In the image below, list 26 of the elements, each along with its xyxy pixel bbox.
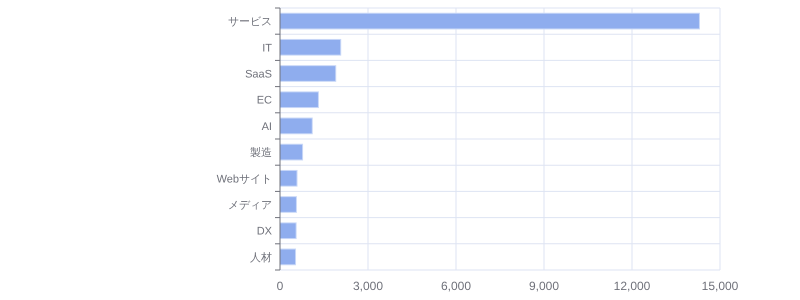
bar [280, 91, 319, 108]
bar [280, 144, 304, 160]
y-tick-label: Webサイト [216, 173, 272, 186]
y-tick-label: 人材 [250, 250, 272, 264]
bar [280, 196, 297, 213]
y-tick-label: SaaS [245, 68, 272, 80]
bar [280, 222, 297, 240]
bar [280, 170, 298, 187]
x-tick-label: 6,000 [440, 279, 472, 293]
bar [280, 38, 342, 56]
y-tick-label: サービス [228, 16, 272, 28]
x-tick-label: 0 [276, 279, 284, 293]
x-tick-label: 3,000 [352, 279, 384, 293]
y-tick-label: 製造 [250, 146, 272, 160]
y-tick-label: AI [262, 120, 272, 133]
y-tick-label: メディア [228, 200, 272, 212]
x-tick-label: 9,000 [528, 279, 560, 293]
bar [280, 248, 296, 266]
y-tick-label: EC [256, 94, 272, 107]
y-tick-label: DX [256, 226, 273, 238]
bar [280, 12, 700, 30]
x-tick-label: 15,000 [702, 279, 739, 293]
y-tick-label: IT [262, 42, 272, 54]
x-tick-label: 12,000 [614, 279, 651, 293]
bar [280, 118, 313, 134]
bar [280, 65, 336, 82]
